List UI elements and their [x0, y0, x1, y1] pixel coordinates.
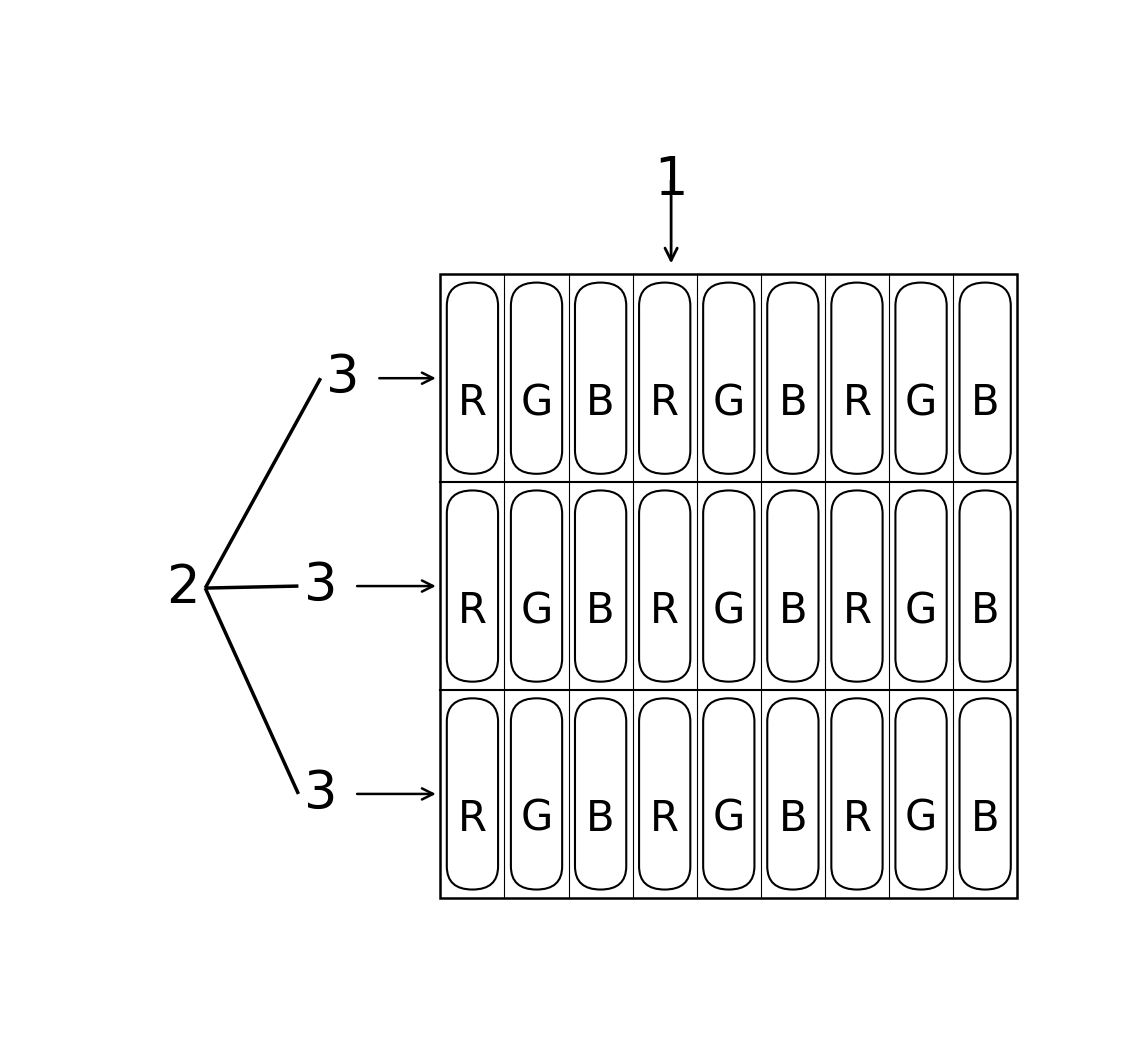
FancyBboxPatch shape — [639, 282, 690, 473]
Text: B: B — [971, 590, 1000, 632]
FancyBboxPatch shape — [703, 282, 755, 473]
Text: G: G — [905, 798, 937, 840]
Text: B: B — [586, 590, 615, 632]
FancyBboxPatch shape — [703, 490, 755, 681]
Text: B: B — [779, 382, 807, 424]
FancyBboxPatch shape — [703, 698, 755, 889]
Text: B: B — [971, 382, 1000, 424]
Text: B: B — [779, 798, 807, 840]
Text: B: B — [971, 798, 1000, 840]
FancyBboxPatch shape — [575, 490, 626, 681]
Text: B: B — [779, 590, 807, 632]
Text: R: R — [650, 798, 679, 840]
FancyBboxPatch shape — [511, 698, 562, 889]
FancyBboxPatch shape — [511, 490, 562, 681]
Text: R: R — [843, 798, 871, 840]
Text: G: G — [521, 382, 553, 424]
Text: 3: 3 — [303, 560, 338, 612]
FancyBboxPatch shape — [447, 490, 498, 681]
Text: R: R — [458, 798, 487, 840]
FancyBboxPatch shape — [960, 282, 1011, 473]
Text: 3: 3 — [326, 352, 360, 404]
Text: G: G — [905, 590, 937, 632]
Text: R: R — [458, 590, 487, 632]
Text: G: G — [712, 798, 745, 840]
FancyBboxPatch shape — [639, 490, 690, 681]
Text: G: G — [712, 590, 745, 632]
Text: 2: 2 — [166, 562, 200, 614]
FancyBboxPatch shape — [831, 282, 883, 473]
Text: R: R — [650, 382, 679, 424]
FancyBboxPatch shape — [511, 282, 562, 473]
Text: 3: 3 — [303, 768, 338, 820]
FancyBboxPatch shape — [895, 282, 947, 473]
Text: G: G — [712, 382, 745, 424]
FancyBboxPatch shape — [575, 282, 626, 473]
FancyBboxPatch shape — [575, 698, 626, 889]
Text: B: B — [586, 382, 615, 424]
FancyBboxPatch shape — [831, 698, 883, 889]
FancyBboxPatch shape — [895, 698, 947, 889]
FancyBboxPatch shape — [895, 490, 947, 681]
Text: G: G — [521, 590, 553, 632]
Text: R: R — [650, 590, 679, 632]
Text: R: R — [458, 382, 487, 424]
Text: 1: 1 — [654, 154, 688, 206]
FancyBboxPatch shape — [767, 698, 819, 889]
Text: R: R — [843, 382, 871, 424]
FancyBboxPatch shape — [767, 282, 819, 473]
Text: G: G — [521, 798, 553, 840]
Text: B: B — [586, 798, 615, 840]
FancyBboxPatch shape — [767, 490, 819, 681]
FancyBboxPatch shape — [447, 698, 498, 889]
Text: G: G — [905, 382, 937, 424]
FancyBboxPatch shape — [639, 698, 690, 889]
FancyBboxPatch shape — [960, 490, 1011, 681]
FancyBboxPatch shape — [960, 698, 1011, 889]
Text: R: R — [843, 590, 871, 632]
Bar — [441, 274, 1017, 898]
FancyBboxPatch shape — [447, 282, 498, 473]
FancyBboxPatch shape — [831, 490, 883, 681]
